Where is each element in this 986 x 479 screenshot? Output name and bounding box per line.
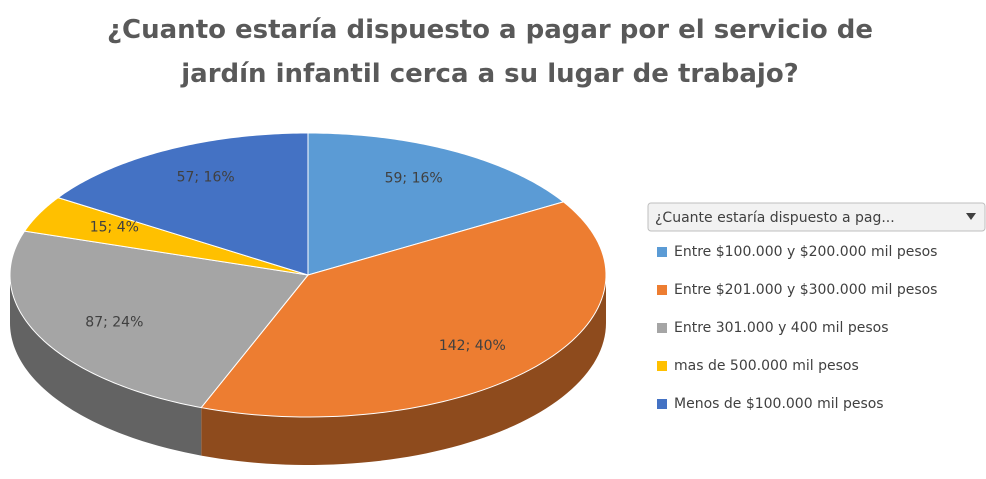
- chart-title: ¿Cuanto estaría dispuesto a pagar por el…: [106, 15, 874, 89]
- legend-swatch: [657, 323, 667, 333]
- data-label: 57; 16%: [177, 170, 235, 186]
- legend-filter[interactable]: [647, 202, 986, 232]
- legend-label: Entre $201.000 y $300.000 mil pesos: [674, 282, 937, 298]
- pie-slice: [23, 197, 309, 276]
- legend-swatch: [657, 399, 667, 409]
- legend-swatch: [657, 361, 667, 371]
- pie-slice: [200, 201, 607, 418]
- dropdown-arrow[interactable]: [966, 213, 976, 220]
- pie-slice: [307, 132, 565, 276]
- legend-swatch: [657, 285, 667, 295]
- legend-label: Entre 301.000 y 400 mil pesos: [674, 320, 889, 336]
- data-label: 142; 40%: [439, 338, 506, 354]
- data-label: 59; 16%: [385, 171, 443, 187]
- data-label: 15; 4%: [90, 219, 139, 235]
- slice-side: [201, 275, 606, 465]
- legend-label: Menos de $100.000 mil pesos: [674, 396, 884, 412]
- pie-slice: [56, 132, 309, 276]
- legend-swatch: [657, 247, 667, 257]
- pie-slice: [9, 230, 309, 409]
- legend-label: mas de 500.000 mil pesos: [674, 358, 859, 374]
- legend-filter-text: ¿Cuante estaría dispuesto a pag...: [655, 210, 895, 226]
- data-label: 87; 24%: [85, 315, 143, 331]
- legend-label: Entre $100.000 y $200.000 mil pesos: [674, 244, 937, 260]
- slice-side: [10, 275, 202, 456]
